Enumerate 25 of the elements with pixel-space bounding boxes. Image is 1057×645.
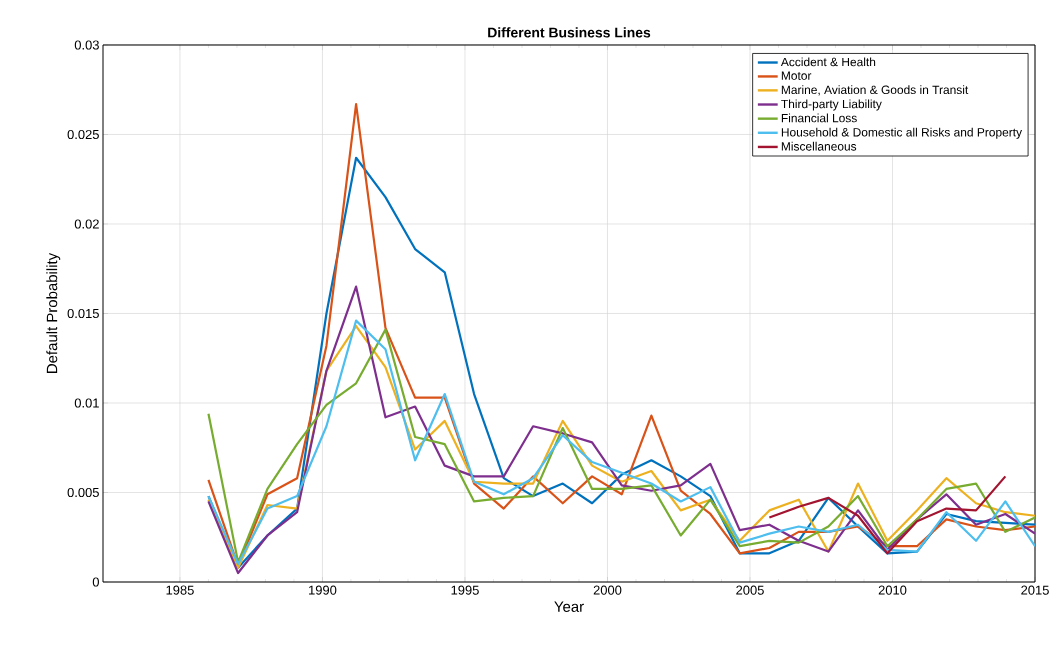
x-tick-label: 2015 xyxy=(1021,585,1049,595)
y-tick-label: 0.005 xyxy=(67,487,99,498)
legend-label: Household & Domestic all Risks and Property xyxy=(781,127,1023,139)
x-tick-label: 1985 xyxy=(166,585,194,595)
x-tick-label: 2000 xyxy=(593,585,622,595)
y-axis-title: Default Probability xyxy=(46,252,61,373)
x-tick-label: 1990 xyxy=(309,585,337,595)
x-tick-label: 1995 xyxy=(451,585,479,595)
y-tick-label: 0.03 xyxy=(74,40,99,50)
legend-label: Financial Loss xyxy=(781,113,857,123)
y-tick-label: 0 xyxy=(92,577,99,587)
line-series xyxy=(768,475,1007,555)
y-tick-label: 0.025 xyxy=(67,129,99,140)
x-axis-title: Year xyxy=(554,601,584,612)
x-tick-label: 2010 xyxy=(878,585,907,595)
x-tick-label: 2005 xyxy=(736,585,764,595)
legend-label: Accident & Health xyxy=(780,57,876,67)
y-tick-label: 0.015 xyxy=(67,308,99,319)
legend-label: Motor xyxy=(781,71,812,80)
chart-title: Different Business Lines xyxy=(488,27,651,38)
y-tick-label: 0.02 xyxy=(74,219,99,229)
y-tick-label: 0.01 xyxy=(74,398,99,408)
legend-label: Miscellaneous xyxy=(781,141,857,151)
legend-label: Marine, Aviation & Goods in Transit xyxy=(781,85,969,96)
legend-label: Third-party Liability xyxy=(781,99,882,111)
